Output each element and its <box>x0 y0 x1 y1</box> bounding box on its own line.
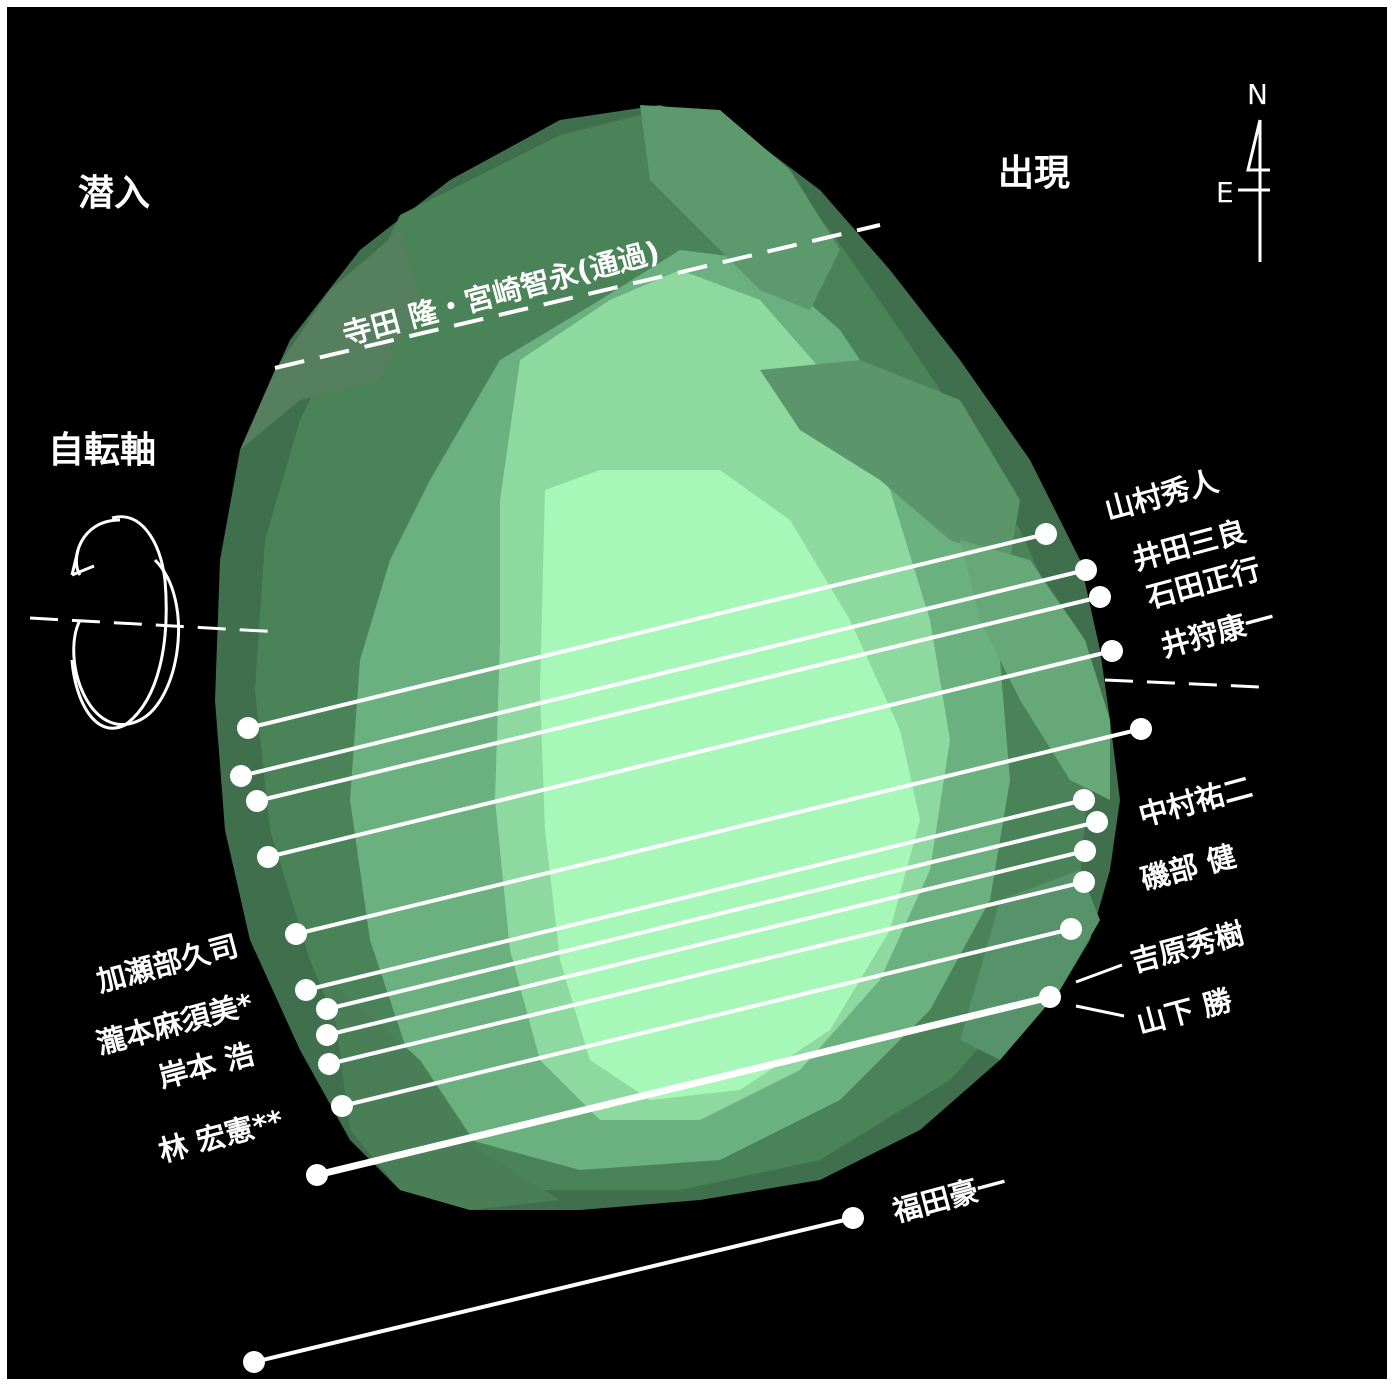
chord-start-dot-yamashita <box>306 1164 328 1186</box>
chord-end-dot-ida <box>1075 559 1097 581</box>
chord-end-dot-yamamura <box>1035 523 1057 545</box>
chord-line-ikari <box>267 649 1113 859</box>
chord-end-dot-c9 <box>1073 871 1095 893</box>
chord-start-dot-fukuda <box>243 1351 265 1373</box>
chord-start-dot-isobe <box>316 1024 338 1046</box>
chord-line-fukuda <box>253 1216 854 1364</box>
chord-group <box>230 523 1152 1373</box>
chord-start-dot-ikari <box>257 846 279 868</box>
chord-start-dot-c9 <box>318 1053 340 1075</box>
chord-line-c9 <box>328 880 1085 1066</box>
compass-icon <box>1238 119 1270 262</box>
chord-end-dot-yoshihara <box>1060 918 1082 940</box>
rotation-arrow-icon <box>70 515 181 730</box>
chord-line-ishida <box>256 595 1101 803</box>
chord-line-yoshihara <box>341 927 1072 1108</box>
chord-end-dot-c7 <box>1086 811 1108 833</box>
chord-start-dot-yoshihara <box>331 1095 353 1117</box>
chord-start-dot-ishida <box>246 790 268 812</box>
chord-end-dot-c5 <box>1130 718 1152 740</box>
chord-line-nakamura <box>305 798 1085 992</box>
chord-end-dot-fukuda <box>842 1207 864 1229</box>
chord-start-dot-c7 <box>316 998 338 1020</box>
chord-line-c7 <box>326 820 1098 1011</box>
chord-line-c5 <box>295 727 1142 936</box>
chord-start-dot-nakamura <box>295 979 317 1001</box>
ingress-label: 潜入 <box>78 173 150 214</box>
egress-label: 出現 <box>998 153 1070 194</box>
chord-start-dot-c5 <box>285 923 307 945</box>
ikari-dashed-line <box>1104 678 1261 689</box>
chord-end-dot-isobe <box>1074 840 1096 862</box>
chord-line-ida <box>240 568 1087 778</box>
chord-start-dot-ida <box>230 765 252 787</box>
compass-n-label: N <box>1247 78 1268 111</box>
compass-e-label: E <box>1216 176 1234 209</box>
leader-yoshihara <box>1075 963 1123 984</box>
chord-end-dot-ishida <box>1089 586 1111 608</box>
chord-end-dot-ikari <box>1101 640 1123 662</box>
chord-end-dot-nakamura <box>1073 789 1095 811</box>
chord-line-yamashita <box>316 993 1051 1179</box>
pass-line-terada-miyazaki <box>274 223 881 370</box>
chord-start-dot-yamamura <box>237 717 259 739</box>
asteroid-shape <box>215 105 1120 1210</box>
chord-line-isobe <box>326 849 1086 1037</box>
chord-line-yamamura <box>247 532 1047 730</box>
rotation-axis-label: 自転軸 <box>48 430 156 471</box>
chord-end-dot-yamashita <box>1039 986 1061 1008</box>
leader-yamashita <box>1075 1004 1125 1018</box>
